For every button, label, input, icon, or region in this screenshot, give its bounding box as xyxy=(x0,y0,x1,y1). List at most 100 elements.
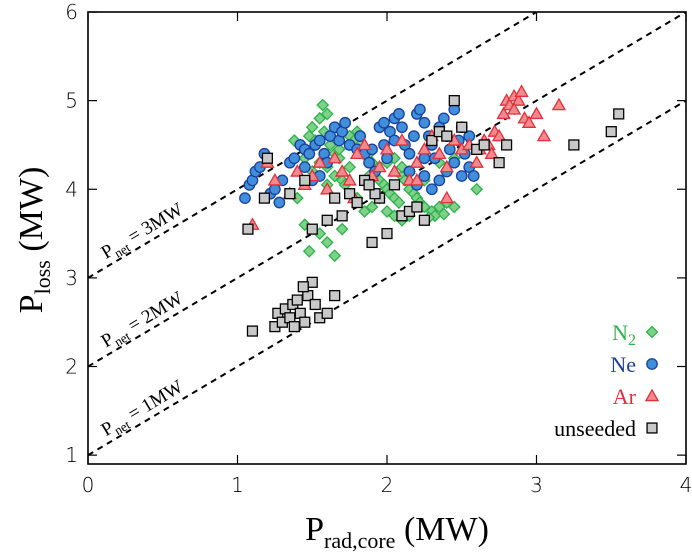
triangle-point xyxy=(521,115,537,128)
circle-point xyxy=(425,183,438,196)
square-point xyxy=(321,307,333,319)
square-point xyxy=(478,139,490,151)
y-tick-label: 6 xyxy=(65,0,78,24)
square-point xyxy=(309,298,321,311)
circle-point xyxy=(239,192,251,204)
x-tick-label: 2 xyxy=(381,473,394,497)
legend-marker-diamond xyxy=(645,325,659,339)
circle-point xyxy=(403,147,416,160)
square-point xyxy=(441,130,453,142)
square-point xyxy=(329,290,341,302)
y-tick-label: 1 xyxy=(65,443,78,467)
reference-lines xyxy=(88,12,686,456)
triangle-point xyxy=(290,164,305,177)
series-unseeded xyxy=(242,95,625,337)
square-point xyxy=(242,223,254,235)
circle-point xyxy=(268,183,281,196)
x-tick-label: 3 xyxy=(530,473,543,497)
square-point xyxy=(299,316,311,328)
diamond-point xyxy=(328,249,342,263)
circle-point xyxy=(437,112,450,125)
diamond-point xyxy=(358,204,371,218)
circle-point xyxy=(433,174,446,187)
square-point xyxy=(246,325,259,337)
circle-point xyxy=(298,161,311,173)
y-tick-label: 2 xyxy=(65,355,78,379)
triangle-point xyxy=(320,181,335,195)
triangle-point xyxy=(379,142,395,155)
square-point xyxy=(321,214,333,226)
triangle-point xyxy=(529,106,544,120)
circle-point xyxy=(313,134,326,147)
reference-line-3mw xyxy=(88,12,539,279)
legend-label: Ne xyxy=(610,352,636,377)
diamond-point xyxy=(343,160,357,174)
square-point xyxy=(426,134,438,147)
circle-point xyxy=(354,130,366,142)
circle-point xyxy=(393,108,405,120)
reference-line-labels: Pnet = 3MW Pnet = 2MW Pnet = 1MW xyxy=(98,199,189,443)
square-point xyxy=(568,139,580,151)
square-point xyxy=(261,152,274,164)
diamond-point xyxy=(323,138,337,152)
reference-line-label: Pnet = 1MW xyxy=(98,376,189,443)
triangle-point xyxy=(409,173,425,186)
square-point xyxy=(297,281,309,293)
diamond-point xyxy=(380,204,394,218)
circle-point xyxy=(418,170,431,182)
data-points xyxy=(239,84,625,337)
diamond-point xyxy=(335,222,349,236)
triangle-point xyxy=(387,164,402,177)
square-point xyxy=(418,214,430,226)
circle-point xyxy=(363,156,375,169)
square-point xyxy=(381,227,393,240)
reference-line-2mw xyxy=(88,12,686,368)
triangle-point xyxy=(334,164,350,177)
square-point xyxy=(299,174,311,186)
legend-marker-circle xyxy=(646,358,658,370)
circle-point xyxy=(273,196,286,209)
triangle-point xyxy=(506,102,522,115)
triangle-point xyxy=(357,137,372,151)
y-tick-label: 4 xyxy=(65,177,78,201)
legend-label: N2 xyxy=(612,320,636,349)
triangle-point xyxy=(514,84,529,97)
x-tick-label: 1 xyxy=(231,473,244,497)
x-tick-label: 0 xyxy=(82,473,95,497)
triangle-point xyxy=(536,128,552,142)
diamond-point xyxy=(470,182,484,196)
triangle-point xyxy=(312,155,327,168)
square-point xyxy=(306,223,318,235)
circle-point xyxy=(408,130,420,142)
square-point xyxy=(366,236,378,249)
circle-point xyxy=(448,156,461,169)
triangle-point xyxy=(394,133,410,146)
triangle-point xyxy=(491,128,507,142)
y-axis-title: Ploss (MW) xyxy=(13,167,55,314)
y-tick-label: 3 xyxy=(65,266,78,290)
circle-point xyxy=(396,121,408,134)
triangle-point xyxy=(342,173,357,186)
triangle-point xyxy=(267,173,283,186)
square-point xyxy=(411,201,423,213)
square-point xyxy=(456,121,468,133)
triangle-point xyxy=(417,142,432,155)
y-tick-label: 5 xyxy=(65,89,78,113)
legend-marker-triangle xyxy=(644,388,660,402)
triangle-point xyxy=(511,93,526,106)
legend-marker-square xyxy=(646,422,658,434)
triangle-point xyxy=(484,146,499,159)
diamond-point xyxy=(302,244,316,258)
legend: N2 Ne Ar unseeded xyxy=(554,320,660,441)
square-point xyxy=(388,179,401,191)
diamond-point xyxy=(316,98,330,112)
square-point xyxy=(284,188,296,200)
circle-point xyxy=(381,152,393,165)
x-tick-label: 4 xyxy=(680,473,692,497)
square-point xyxy=(448,95,460,107)
reference-line-label: Pnet = 3MW xyxy=(98,199,189,266)
square-point xyxy=(351,196,363,209)
circle-point xyxy=(339,116,352,129)
circle-point xyxy=(467,170,480,182)
square-point xyxy=(329,192,341,204)
